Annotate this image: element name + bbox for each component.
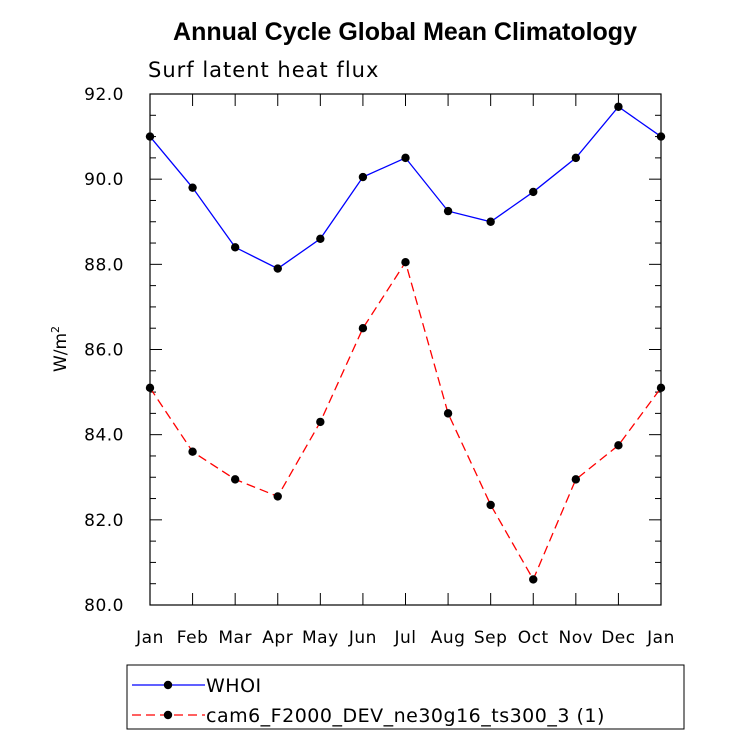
data-point [230,475,240,484]
x-tick-label: Nov [558,628,593,648]
plot-border [149,93,662,606]
y-tick-label: 92.0 [84,85,124,105]
data-point [358,324,368,333]
y-tick-label: 82.0 [84,511,124,531]
series-line [149,105,662,270]
data-point [145,132,155,141]
data-point [571,475,581,484]
data-point [529,187,538,197]
data-point [316,234,325,243]
legend-item: cam6_F2000_DEV_ne30g16_ts300_3 (1) [132,705,605,727]
legend-label: cam6_F2000_DEV_ne30g16_ts300_3 (1) [206,705,605,727]
y-axis-label-text: W/m [51,333,71,372]
data-point [486,217,495,226]
data-point [145,383,155,393]
plot-frame [149,93,662,606]
y-axis-label: W/m2 [49,326,71,372]
data-point [188,183,197,192]
series-group [145,102,666,584]
y-tick-label: 88.0 [84,255,124,275]
y-tick-label: 86.0 [84,341,124,361]
x-tick-label: Apr [262,628,293,648]
x-tick-label: Jun [348,628,377,648]
data-point [273,264,282,273]
x-tick-label: Aug [431,628,466,648]
data-point [571,153,581,163]
y-axis: 80.0 82.0 84.0 86.0 88.0 90.0 92.0 [84,85,661,616]
legend-box [126,664,685,730]
y-tick-label: 90.0 [84,170,124,190]
x-tick-label: Jul [393,628,416,648]
y-axis-label-superscript: 2 [49,326,62,333]
data-point [656,383,666,393]
y-tick-label: 80.0 [84,596,124,616]
legend: WHOI cam6_F2000_DEV_ne30g16_ts300_3 (1) [126,664,685,730]
legend-item: WHOI [132,675,262,697]
series-1 [145,102,666,273]
data-point [358,172,368,182]
x-axis: Jan Feb Mar Apr May Jun Jul Aug Sep Oct Nov Dec Jan [135,94,675,648]
data-point [230,243,240,252]
legend-marker [163,680,173,690]
x-tick-label: May [302,628,339,648]
data-point [614,441,623,450]
series-line [149,260,662,581]
data-point [401,153,410,163]
chart-subtitle: Surf latent heat flux [148,58,379,82]
data-point [656,132,666,141]
x-tick-label: Dec [601,628,635,648]
data-point [443,409,453,418]
x-tick-label: Jan [135,628,164,648]
x-tick-label: Oct [518,628,549,648]
data-point [273,492,282,501]
x-tick-label: Mar [218,628,252,648]
chart-title: Annual Cycle Global Mean Climatology [173,18,637,46]
data-point [316,417,325,427]
x-tick-label: Sep [474,628,508,648]
data-point [614,102,623,111]
data-point [443,206,453,216]
y-tick-label: 84.0 [84,426,124,446]
data-point [188,447,197,456]
legend-label: WHOI [206,675,262,697]
legend-marker [163,710,173,720]
data-point [529,575,538,584]
x-tick-label: Feb [177,628,209,648]
data-point [401,258,410,267]
x-tick-label: Jan [646,628,675,648]
data-point [486,500,495,510]
series-2 [145,258,666,584]
